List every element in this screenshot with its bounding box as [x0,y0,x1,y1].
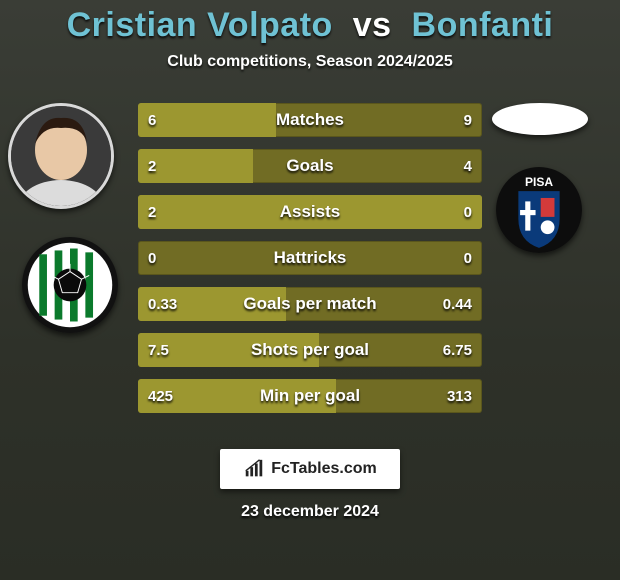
title-player1: Cristian Volpato [67,6,333,44]
stat-row: Matches69 [138,103,482,137]
brand-text: FcTables.com [271,460,377,478]
title-vs: vs [353,6,392,44]
comparison-stage: PISA Matches69Goals24Assists20Hattricks0… [0,97,620,427]
brand-badge: FcTables.com [220,449,400,489]
stat-value-right: 9 [454,103,482,137]
stat-row: Goals24 [138,149,482,183]
title: Cristian Volpato vs Bonfanti [0,0,620,45]
stat-value-right: 0 [454,241,482,275]
chart-icon [243,458,265,480]
stat-value-right: 0.44 [433,287,482,321]
club1-logo [22,237,118,333]
subtitle: Club competitions, Season 2024/2025 [0,53,620,71]
player1-avatar [8,103,114,209]
stat-value-right: 6.75 [433,333,482,367]
club2-logo: PISA [496,167,582,253]
stat-row: Shots per goal7.56.75 [138,333,482,367]
date-text: 23 december 2024 [0,503,620,521]
stat-row: Goals per match0.330.44 [138,287,482,321]
club1-logo-svg [22,237,118,333]
stat-value-right: 4 [454,149,482,183]
stat-row: Assists20 [138,195,482,229]
stat-row: Hattricks0 0 [138,241,482,275]
stat-row: Min per goal425313 [138,379,482,413]
stat-value-right: 313 [437,379,482,413]
club2-logo-svg: PISA [496,167,582,253]
player2-avatar-placeholder [492,103,588,135]
title-player2: Bonfanti [412,6,554,44]
stat-label: Hattricks [138,241,482,275]
svg-text:PISA: PISA [525,175,553,189]
stat-value-left: 0 [138,241,166,275]
player1-avatar-svg [11,106,111,206]
stats-bars: Matches69 Goals24 Assists20 Hattricks0 0 Goal… [138,103,482,425]
